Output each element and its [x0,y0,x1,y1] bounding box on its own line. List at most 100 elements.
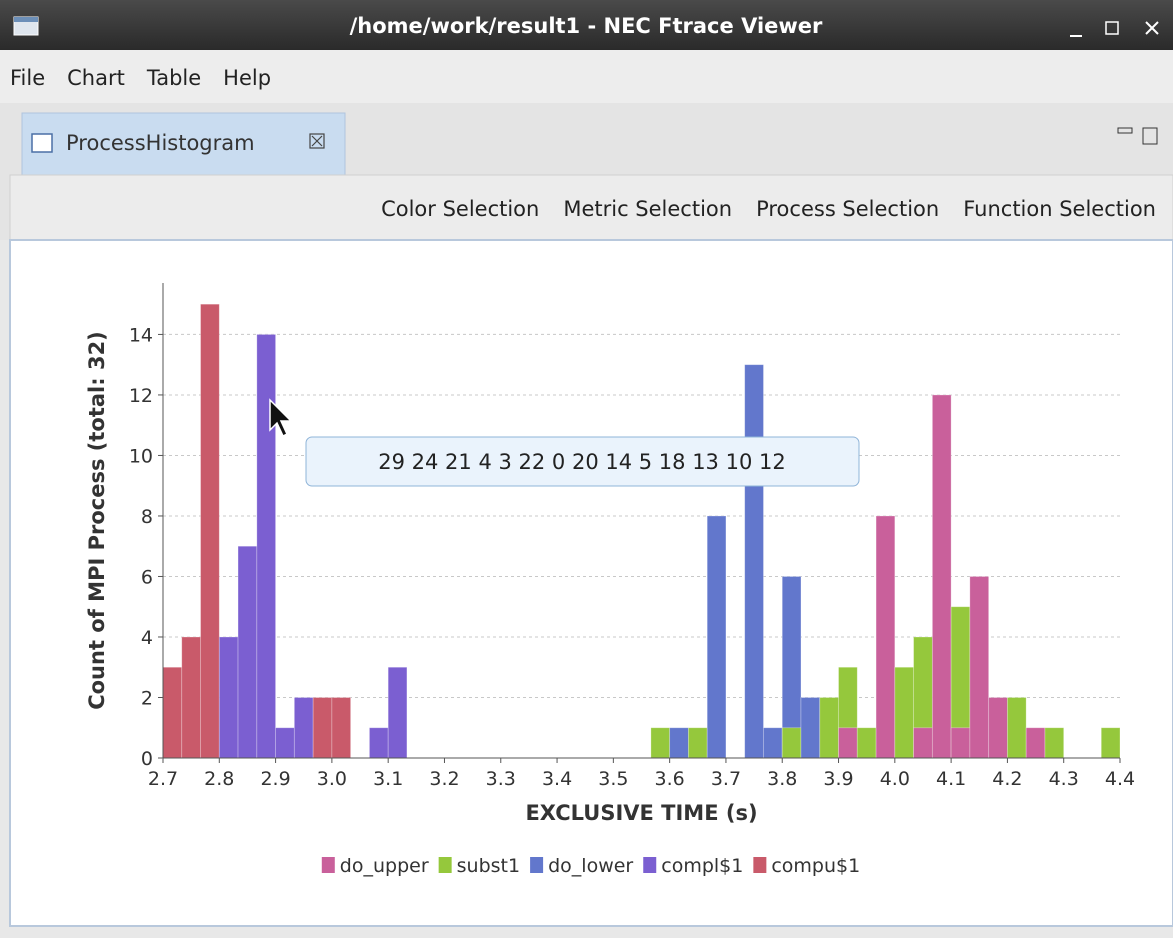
bar [293,697,314,759]
bar [256,334,276,759]
tooltip-text: 29 24 21 4 3 22 0 20 14 5 18 13 10 12 [378,450,785,474]
bar [237,545,258,759]
y-tick-label: 10 [129,445,153,467]
menu-item[interactable]: Help [223,66,271,90]
legend-label: do_lower [548,855,633,877]
y-tick-label: 2 [141,687,153,709]
toolbar-button[interactable]: Color Selection [381,197,539,221]
bar [706,515,727,759]
bar [744,364,764,759]
maximize-button[interactable] [1105,21,1119,35]
menu-item[interactable]: Table [146,66,201,90]
tooltip: 29 24 21 4 3 22 0 20 14 5 18 13 10 12 [305,436,860,487]
bar [687,727,708,759]
bar [669,727,689,759]
legend-swatch [753,857,767,873]
x-tick-label: 3.0 [317,768,347,790]
x-tick-label: 3.7 [711,768,741,790]
toolbar-button[interactable]: Function Selection [963,197,1156,221]
bar [875,515,896,759]
legend-swatch [530,857,544,873]
x-tick-label: 4.2 [992,768,1022,790]
menu-bar [0,50,1173,103]
menu-item[interactable]: Chart [67,66,125,90]
y-tick-label: 12 [129,385,153,407]
legend-label: compu$1 [771,855,860,877]
bar [218,636,239,759]
bar [988,697,1008,759]
y-axis-label: Count of MPI Process (total: 32) [85,331,109,710]
toolbar-button[interactable]: Metric Selection [563,197,732,221]
toolbar [9,174,1173,241]
toolbar-button[interactable]: Process Selection [756,197,939,221]
tooltip-box [305,436,860,487]
bar [369,727,389,759]
x-tick-label: 2.8 [204,768,234,790]
x-tick-label: 4.0 [880,768,910,790]
y-tick-label: 0 [141,748,153,770]
y-tick-label: 4 [141,627,153,649]
tab-icon [31,133,53,153]
legend: do_upper subst1 do_lower compl$1 compu$1 [321,855,860,877]
x-tick-label: 3.4 [542,768,572,790]
bar [331,697,352,759]
bar [1025,727,1046,759]
x-tick-label: 2.9 [260,768,290,790]
legend-swatch [438,857,452,873]
bar [1100,727,1121,759]
title-bar [0,0,1173,50]
bar [856,727,877,759]
bar [781,727,802,759]
bar [181,636,201,759]
close-button[interactable] [1145,21,1159,35]
bar [950,727,971,759]
x-tick-label: 3.5 [598,768,628,790]
bar [969,576,990,759]
bar [1007,697,1027,759]
bar [387,666,408,759]
x-tick-label: 3.6 [655,768,685,790]
bar [913,727,933,759]
x-tick-label: 4.4 [1105,768,1135,790]
x-tick-label: 2.7 [148,768,178,790]
x-axis-label: EXCLUSIVE TIME (s) [525,801,757,825]
x-tick-label: 3.2 [429,768,459,790]
bar [819,697,839,759]
mouse-cursor [269,398,293,438]
menu: File Chart Table Help [10,66,271,90]
tab-close[interactable] [309,133,325,149]
window-icon-bar [14,17,38,22]
tab-title: ProcessHistogram [66,131,255,155]
view-minimize[interactable] [1117,127,1133,134]
legend-swatch [321,857,335,873]
bar [931,394,952,759]
toolbar-items: Color Selection Metric Selection Process S… [381,197,1156,221]
bar [894,666,914,759]
window-title: /home/work/result1 - NEC Ftrace Viewer [350,14,823,38]
bar [763,727,783,759]
bar [162,666,183,759]
x-tick-label: 4.1 [936,768,966,790]
bar [650,727,671,759]
bar [838,727,858,759]
x-tick-label: 3.1 [373,768,403,790]
chart: 0 2 4 6 8 10 12 14 2.7 2.8 2.9 3.0 3.1 3.2 3.3 3.4 3.5 3.… [85,283,1135,877]
x-tick-label: 3.9 [823,768,853,790]
tab[interactable] [21,112,346,176]
x-tick-label: 3.8 [767,768,797,790]
legend-swatch [643,857,657,873]
y-tick-label: 8 [141,506,153,528]
legend-label: subst1 [457,855,520,877]
bar [275,727,295,759]
bar [200,303,220,759]
menu-item[interactable]: File [10,66,45,90]
y-tick-label: 14 [129,324,153,346]
bar [800,697,821,759]
bar [312,697,333,759]
bar [1044,727,1065,759]
x-tick-label: 3.3 [486,768,516,790]
y-tick-label: 6 [141,566,153,588]
legend-label: compl$1 [661,855,743,877]
view-maximize[interactable] [1142,127,1158,145]
